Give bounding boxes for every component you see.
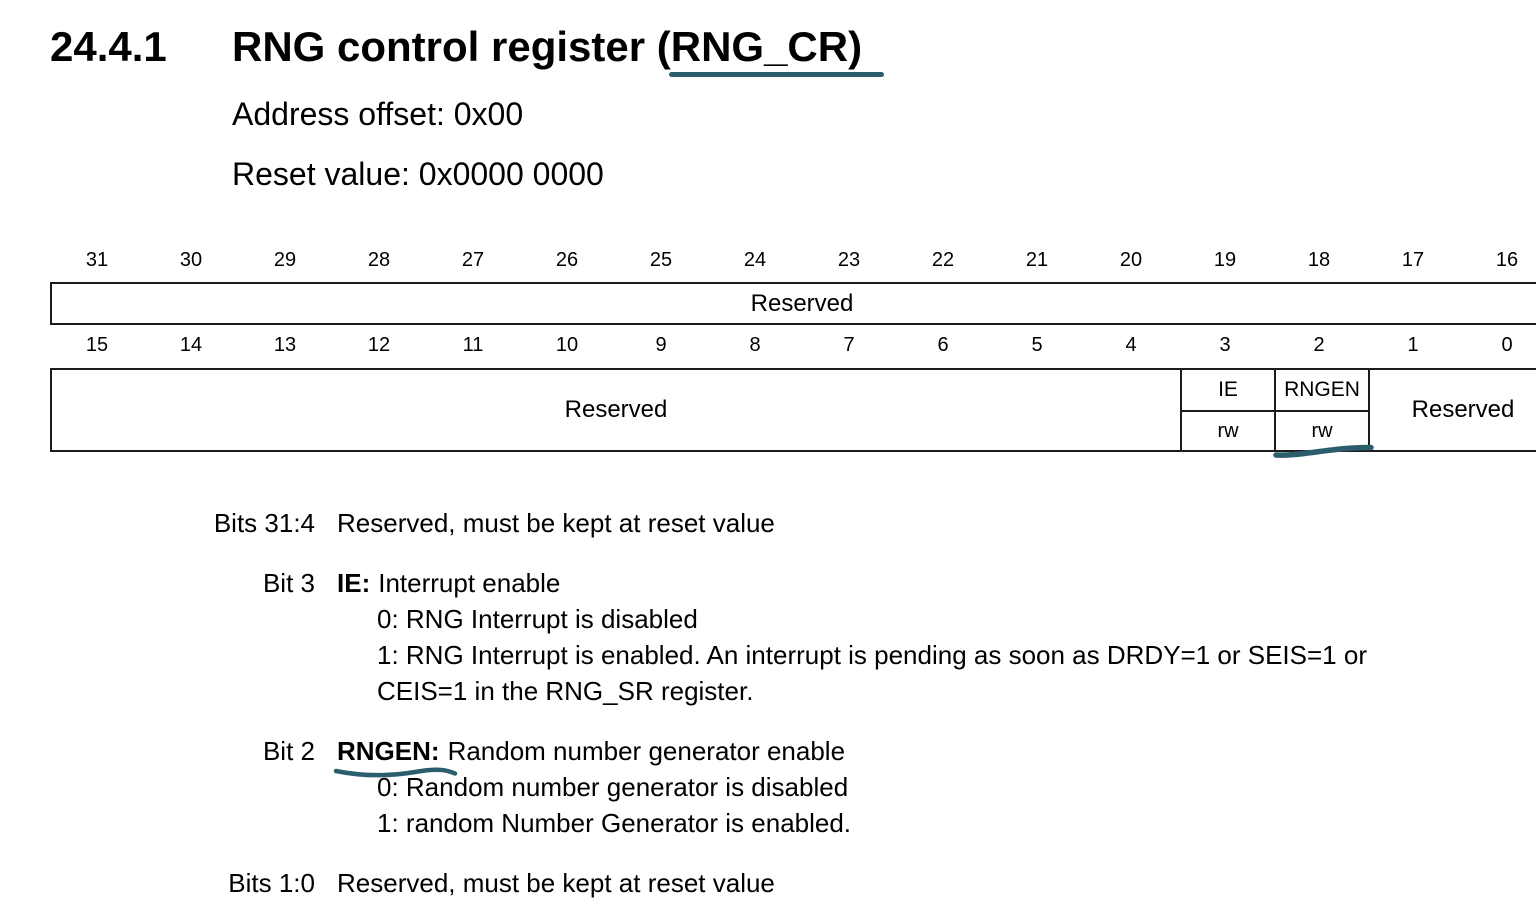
bit-number: 22 bbox=[931, 249, 955, 271]
bit-number: 23 bbox=[837, 249, 861, 271]
bit-number: 21 bbox=[1025, 249, 1049, 271]
reserved-field-15-4: Reserved bbox=[564, 396, 668, 423]
value-line-continuation: CEIS=1 in the RNG_SR register. bbox=[377, 676, 754, 706]
bit-number: 15 bbox=[85, 334, 109, 356]
value-line: 1: random Number Generator is enabled. bbox=[377, 808, 852, 838]
bit-number: 2 bbox=[1313, 334, 1325, 356]
bit-number: 6 bbox=[937, 334, 949, 356]
description-bits-31-4: Bits 31:4 Reserved, must be kept at rese… bbox=[50, 505, 1536, 541]
bit-number: 28 bbox=[367, 249, 391, 271]
bit-number: 14 bbox=[179, 334, 203, 356]
bit-number: 24 bbox=[743, 249, 767, 271]
field-name-rngen: RNGEN: bbox=[337, 736, 440, 766]
bit-number: 3 bbox=[1219, 334, 1231, 356]
bit-number: 13 bbox=[273, 334, 297, 356]
bit-range-label: Bits 31:4 bbox=[213, 508, 315, 538]
bit-number: 26 bbox=[555, 249, 579, 271]
description-bits-1-0: Bits 1:0 Reserved, must be kept at reset… bbox=[50, 865, 1536, 901]
bit-number: 20 bbox=[1119, 249, 1143, 271]
bit-number: 9 bbox=[655, 334, 667, 356]
bit-range-label: Bit 3 bbox=[262, 568, 315, 598]
field-title-line: IE: Interrupt enable bbox=[337, 565, 1536, 601]
value-line: 0: Random number generator is disabled bbox=[377, 772, 849, 802]
field-title-line: RNGEN: Random number generator enable bbox=[333, 733, 1536, 778]
bit-number: 1 bbox=[1407, 334, 1419, 356]
value-line: 0: RNG Interrupt is disabled bbox=[377, 604, 698, 634]
section-heading: 24.4.1 RNG control register (RNG_CR) bbox=[50, 23, 1536, 77]
bit-description-body: RNGEN: Random number generator enable 0: … bbox=[333, 733, 1536, 841]
register-row-15-0: Reserved IE RNGEN rw rw Reserved bbox=[50, 368, 1536, 458]
reserved-field-31-16: Reserved bbox=[750, 289, 854, 317]
bit-number: 19 bbox=[1213, 249, 1237, 271]
access-cell-rngen: rw bbox=[1274, 410, 1368, 450]
bit-number: 8 bbox=[749, 334, 761, 356]
bit-number: 31 bbox=[85, 249, 109, 271]
bit-number: 30 bbox=[179, 249, 203, 271]
reset-value-line: Reset value: 0x0000 0000 bbox=[232, 156, 604, 192]
bit-number: 17 bbox=[1401, 249, 1425, 271]
page-title-prefix: RNG control register ( bbox=[232, 23, 671, 70]
field-cell-ie: IE bbox=[1180, 370, 1274, 410]
section-number: 24.4.1 bbox=[50, 23, 167, 70]
bit-number: 0 bbox=[1501, 334, 1513, 356]
bit-number: 25 bbox=[649, 249, 673, 271]
field-name-rngen-annotated: RNGEN: bbox=[333, 733, 458, 778]
bit-number: 16 bbox=[1495, 249, 1519, 271]
value-line: 1: RNG Interrupt is enabled. An interrup… bbox=[377, 640, 1367, 670]
description-bit-3: Bit 3 IE: Interrupt enable 0: RNG Interru… bbox=[50, 565, 1536, 709]
access-cell-ie: rw bbox=[1180, 410, 1274, 450]
bit-number: 4 bbox=[1125, 334, 1137, 356]
field-meaning: Interrupt enable bbox=[378, 568, 561, 598]
bit-number: 5 bbox=[1031, 334, 1043, 356]
bit-number: 7 bbox=[843, 334, 855, 356]
field-meaning: Random number generator enable bbox=[447, 736, 846, 766]
bit-number: 11 bbox=[462, 334, 484, 356]
bit-number: 29 bbox=[273, 249, 297, 271]
bit-range-label: Bits 1:0 bbox=[228, 868, 315, 898]
reserved-field-1-0: Reserved bbox=[1368, 370, 1536, 450]
register-name-annotated: RNG_CR) bbox=[668, 23, 885, 77]
field-name-ie: IE: bbox=[337, 568, 371, 598]
register-row-31-16: Reserved bbox=[50, 282, 1536, 325]
bit-description-body: IE: Interrupt enable 0: RNG Interrupt is … bbox=[337, 565, 1536, 709]
bit-range-text: Reserved, must be kept at reset value bbox=[337, 508, 775, 538]
bit-number: 10 bbox=[555, 334, 579, 356]
bit-range-label: Bit 2 bbox=[262, 736, 315, 766]
bit-numbers-31-16: 31 30 29 28 27 26 25 24 23 22 21 20 19 1… bbox=[50, 247, 1536, 273]
bit-number: 12 bbox=[367, 334, 391, 356]
page-title: RNG control register (RNG_CR) bbox=[232, 23, 885, 77]
bit-numbers-15-0: 15 14 13 12 11 10 9 8 7 6 5 4 3 2 1 0 bbox=[50, 333, 1536, 357]
bit-descriptions: Bits 31:4 Reserved, must be kept at rese… bbox=[50, 505, 1536, 901]
bit-number: 18 bbox=[1307, 249, 1331, 271]
bit-range-text: Reserved, must be kept at reset value bbox=[337, 868, 775, 898]
field-cell-rngen: RNGEN bbox=[1274, 370, 1368, 410]
bit-number: 27 bbox=[461, 249, 485, 271]
address-offset-line: Address offset: 0x00 bbox=[232, 96, 524, 132]
description-bit-2: Bit 2 RNGEN: Random number generator enab… bbox=[50, 733, 1536, 841]
